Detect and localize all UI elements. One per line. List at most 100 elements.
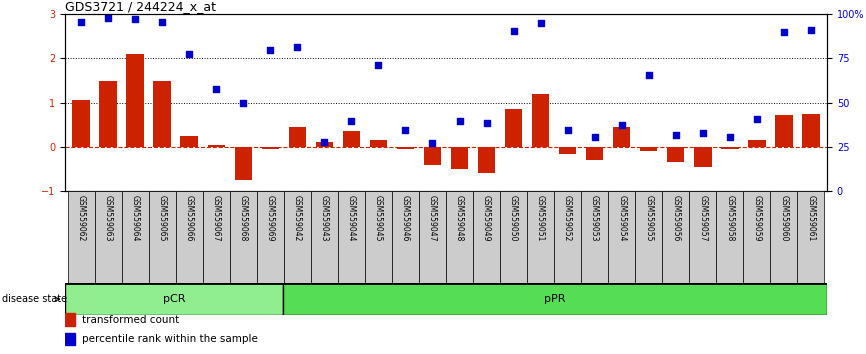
Bar [262, 147, 279, 149]
Bar [419, 191, 446, 283]
Bar [153, 81, 171, 147]
Bar [775, 115, 792, 147]
Text: GSM559068: GSM559068 [239, 195, 248, 241]
Bar [554, 191, 581, 283]
Bar [392, 191, 419, 283]
Point [425, 141, 439, 146]
Bar [122, 191, 149, 283]
Text: GSM559063: GSM559063 [104, 195, 113, 241]
Point [669, 132, 682, 137]
Bar [397, 147, 414, 149]
Bar [208, 145, 225, 147]
Bar [343, 131, 360, 147]
Bar [802, 114, 819, 147]
Bar [748, 140, 766, 147]
Bar [770, 191, 798, 283]
Bar [203, 191, 229, 283]
Bar [662, 191, 689, 283]
Bar [311, 191, 338, 283]
Point [804, 27, 818, 33]
Bar [532, 94, 549, 147]
Text: pCR: pCR [163, 294, 185, 304]
Bar [613, 127, 630, 147]
Point [453, 118, 467, 124]
Bar [527, 191, 554, 283]
Point [236, 100, 250, 105]
Point [480, 120, 494, 125]
Bar [229, 191, 257, 283]
Text: GSM559052: GSM559052 [563, 195, 572, 241]
Text: GSM559056: GSM559056 [671, 195, 680, 241]
Bar [65, 313, 75, 326]
Point [615, 122, 629, 128]
Bar [284, 191, 311, 283]
Point [318, 139, 332, 144]
Bar [743, 191, 770, 283]
Bar [315, 142, 333, 147]
Text: GSM559050: GSM559050 [509, 195, 518, 241]
Bar [180, 136, 198, 147]
Bar [126, 54, 144, 147]
Bar [423, 147, 442, 165]
Point [723, 135, 737, 140]
Bar [635, 191, 662, 283]
Bar [176, 191, 203, 283]
Text: GSM559064: GSM559064 [131, 195, 139, 241]
Point [777, 29, 791, 35]
Bar [500, 191, 527, 283]
Bar [73, 101, 90, 147]
Point [74, 19, 88, 25]
Point [290, 45, 304, 50]
Bar [640, 147, 657, 152]
Bar [365, 191, 392, 283]
Text: GSM559057: GSM559057 [698, 195, 708, 241]
Point [533, 20, 547, 26]
Bar [370, 140, 387, 147]
Bar [689, 191, 716, 283]
Text: GSM559058: GSM559058 [725, 195, 734, 241]
Text: GSM559062: GSM559062 [77, 195, 86, 241]
Bar [100, 81, 117, 147]
Bar [446, 191, 473, 283]
Text: GSM559043: GSM559043 [320, 195, 329, 241]
Text: GSM559060: GSM559060 [779, 195, 788, 241]
Text: GSM559055: GSM559055 [644, 195, 653, 241]
Bar [288, 127, 307, 147]
Point [507, 28, 520, 34]
Text: GSM559049: GSM559049 [482, 195, 491, 241]
Text: GSM559054: GSM559054 [617, 195, 626, 241]
Text: GSM559061: GSM559061 [806, 195, 815, 241]
Text: disease state: disease state [2, 294, 67, 304]
Point [750, 117, 764, 122]
Text: GSM559053: GSM559053 [590, 195, 599, 241]
Text: GSM559067: GSM559067 [212, 195, 221, 241]
Point [128, 16, 142, 22]
Bar [716, 191, 743, 283]
Text: GSM559066: GSM559066 [184, 195, 194, 241]
Bar [149, 191, 176, 283]
Text: GDS3721 / 244224_x_at: GDS3721 / 244224_x_at [65, 0, 216, 13]
Text: GSM559047: GSM559047 [428, 195, 437, 241]
Bar [65, 283, 282, 315]
Text: transformed count: transformed count [82, 315, 179, 325]
Bar [608, 191, 635, 283]
Point [695, 130, 709, 136]
Point [372, 62, 385, 68]
Bar [478, 147, 495, 173]
Text: GSM559065: GSM559065 [158, 195, 167, 241]
Bar [68, 191, 94, 283]
Text: GSM559044: GSM559044 [347, 195, 356, 241]
Bar [65, 333, 75, 345]
Point [101, 15, 115, 21]
Point [588, 135, 602, 140]
Text: GSM559059: GSM559059 [753, 195, 761, 241]
Bar [581, 191, 608, 283]
Point [642, 73, 656, 78]
Point [560, 127, 574, 133]
Bar [338, 191, 365, 283]
Text: pPR: pPR [544, 294, 565, 304]
Text: percentile rank within the sample: percentile rank within the sample [82, 334, 258, 344]
Text: GSM559042: GSM559042 [293, 195, 302, 241]
Bar [585, 147, 604, 160]
Bar [473, 191, 500, 283]
